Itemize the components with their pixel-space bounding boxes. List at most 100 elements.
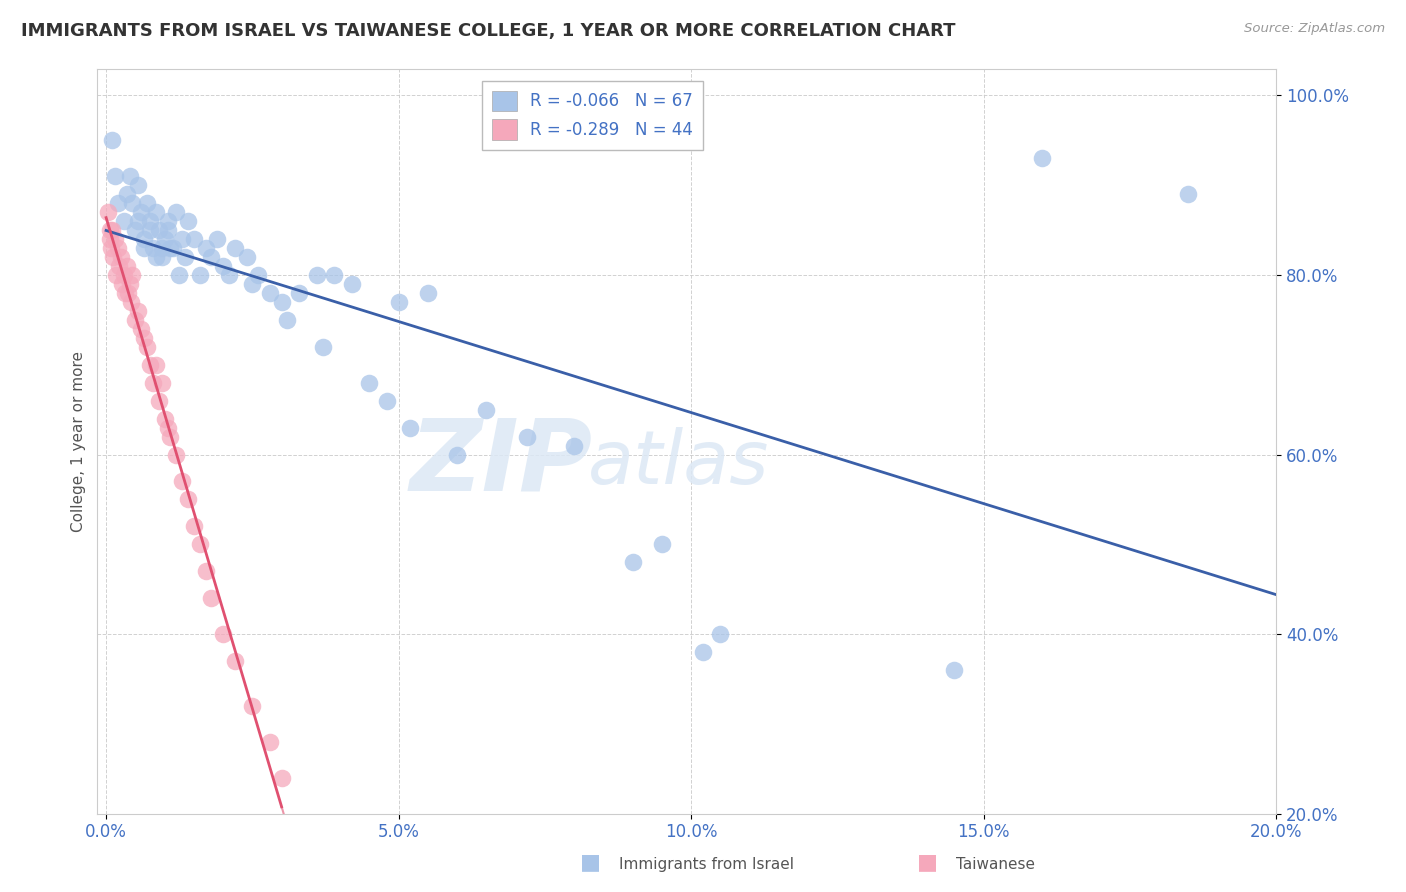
Point: [247, 268, 270, 282]
Point: [240, 277, 263, 291]
Point: [129, 322, 152, 336]
Point: [399, 420, 422, 434]
Point: [156, 214, 179, 228]
Point: [212, 259, 235, 273]
Point: [150, 250, 173, 264]
Point: [709, 627, 731, 641]
Point: [104, 169, 127, 184]
Point: [115, 259, 138, 273]
Point: [288, 285, 311, 300]
Point: [156, 223, 179, 237]
Point: [200, 250, 222, 264]
Point: [1031, 151, 1053, 165]
Point: [224, 654, 246, 668]
Point: [388, 294, 411, 309]
Point: [105, 268, 128, 282]
Text: ■: ■: [918, 853, 938, 872]
Point: [107, 196, 129, 211]
Point: [150, 376, 173, 390]
Point: [270, 294, 292, 309]
Point: [145, 250, 167, 264]
Point: [139, 214, 162, 228]
Point: [114, 285, 136, 300]
Point: [174, 250, 197, 264]
Point: [124, 313, 146, 327]
Point: [416, 285, 439, 300]
Text: Immigrants from Israel: Immigrants from Israel: [619, 857, 793, 872]
Point: [516, 429, 538, 443]
Point: [159, 429, 181, 443]
Point: [120, 294, 142, 309]
Point: [340, 277, 363, 291]
Text: ■: ■: [581, 853, 600, 872]
Point: [259, 735, 281, 749]
Point: [150, 241, 173, 255]
Point: [224, 241, 246, 255]
Point: [1177, 187, 1199, 202]
Point: [194, 241, 217, 255]
Point: [115, 187, 138, 202]
Point: [212, 627, 235, 641]
Point: [621, 555, 644, 569]
Text: ZIP: ZIP: [409, 415, 592, 512]
Point: [651, 537, 673, 551]
Point: [692, 645, 714, 659]
Point: [98, 232, 121, 246]
Point: [259, 285, 281, 300]
Point: [167, 268, 190, 282]
Point: [127, 304, 149, 318]
Text: atlas: atlas: [588, 427, 769, 500]
Y-axis label: College, 1 year or more: College, 1 year or more: [72, 351, 86, 532]
Text: Taiwanese: Taiwanese: [956, 857, 1035, 872]
Point: [943, 663, 966, 677]
Point: [101, 223, 124, 237]
Point: [311, 340, 333, 354]
Point: [118, 169, 141, 184]
Point: [139, 358, 162, 372]
Point: [142, 376, 165, 390]
Point: [323, 268, 346, 282]
Point: [162, 241, 184, 255]
Point: [100, 241, 122, 255]
Point: [172, 475, 194, 489]
Point: [98, 223, 121, 237]
Point: [188, 537, 211, 551]
Point: [270, 771, 292, 785]
Point: [111, 277, 134, 291]
Point: [127, 214, 149, 228]
Point: [108, 259, 131, 273]
Point: [104, 232, 127, 246]
Point: [121, 268, 143, 282]
Point: [165, 205, 187, 219]
Point: [145, 205, 167, 219]
Point: [129, 205, 152, 219]
Point: [177, 214, 200, 228]
Point: [142, 241, 165, 255]
Point: [375, 393, 398, 408]
Point: [134, 232, 156, 246]
Point: [136, 196, 159, 211]
Point: [159, 241, 181, 255]
Point: [134, 241, 156, 255]
Point: [177, 492, 200, 507]
Point: [101, 133, 124, 147]
Point: [110, 250, 132, 264]
Point: [153, 411, 176, 425]
Point: [183, 232, 205, 246]
Point: [218, 268, 240, 282]
Point: [446, 448, 468, 462]
Point: [359, 376, 381, 390]
Point: [156, 420, 179, 434]
Point: [153, 232, 176, 246]
Point: [172, 232, 194, 246]
Point: [148, 223, 170, 237]
Point: [235, 250, 257, 264]
Point: [276, 313, 298, 327]
Point: [475, 402, 498, 417]
Point: [134, 331, 156, 345]
Point: [562, 438, 585, 452]
Text: Source: ZipAtlas.com: Source: ZipAtlas.com: [1244, 22, 1385, 36]
Point: [112, 214, 135, 228]
Point: [148, 393, 170, 408]
Point: [107, 241, 129, 255]
